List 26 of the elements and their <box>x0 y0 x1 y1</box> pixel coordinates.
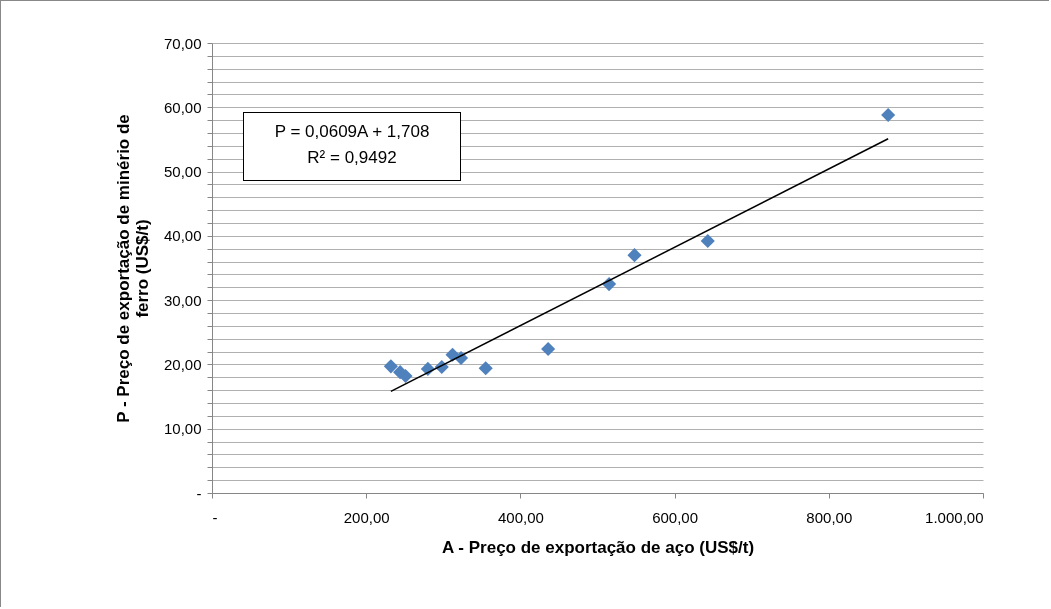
x-tick-label: 1.000,00 <box>925 508 984 526</box>
point <box>478 361 493 376</box>
y-tick-label: 50,00 <box>163 163 202 181</box>
y-tick-label: 60,00 <box>163 98 202 116</box>
x-tick-label: 400,00 <box>497 508 544 526</box>
annotation: R² = 0,9492 <box>306 147 398 169</box>
equation-box: P = 0,0609A + 1,708 R² = 0,9492 <box>243 112 461 181</box>
point <box>881 107 896 123</box>
x-axis-title: A - Preço de exportação de aço (US$/t) <box>441 537 755 557</box>
annotation: P = 0,0609A + 1,708 <box>273 121 431 143</box>
y-tick-label: 10,00 <box>163 420 202 438</box>
y-tick-label: 70,00 <box>163 34 202 52</box>
y-tick-label: 40,00 <box>163 227 202 245</box>
x-tick-label: 600,00 <box>652 508 699 526</box>
y-tick-label: 30,00 <box>163 291 202 309</box>
point <box>541 341 556 357</box>
point <box>398 368 413 384</box>
y-tick-label: - <box>196 484 202 502</box>
x-tick-label: - <box>212 508 218 526</box>
y-tick-label: 20,00 <box>163 355 202 373</box>
point <box>627 248 642 263</box>
y-axis-title: P - Preço de exportação de minério de ferro (US$/t) <box>113 114 152 423</box>
x-tick-label: 800,00 <box>806 508 853 526</box>
x-tick-label: 200,00 <box>343 508 390 526</box>
point <box>700 233 715 249</box>
point <box>383 359 398 374</box>
